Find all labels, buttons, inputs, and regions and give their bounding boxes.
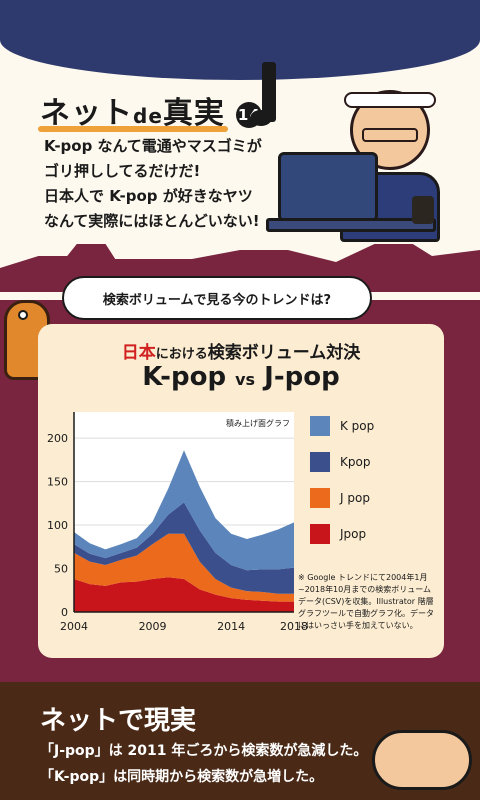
speech-bubble: 検索ボリュームで見る今のトレンドは?: [62, 276, 372, 320]
glasses: [362, 128, 418, 142]
intro-text: K-pop なんて電通やマスゴミが ゴリ押ししてるだけだ! 日本人で K-pop…: [44, 134, 284, 234]
night-sky-banner: [0, 0, 480, 80]
legend-item: Jpop: [310, 516, 430, 552]
x-tick-label: 2009: [139, 620, 167, 633]
x-tick-label: 2004: [60, 620, 88, 633]
y-tick-label: 150: [47, 476, 68, 489]
mascot-eye: [18, 310, 28, 320]
area-series-j-pop: [74, 533, 294, 602]
bottom-line: 「J-pop」は 2011 年ごろから検索数が急減した。: [40, 743, 368, 759]
chart-subtitle-vs: vs: [235, 370, 256, 389]
chart-subtitle-left: K-pop: [142, 362, 227, 392]
title-end: 真実: [162, 96, 225, 131]
music-note-head-icon: [250, 110, 272, 126]
sleeping-character-illustration: [372, 730, 472, 790]
chart-title-rest: 検索ボリューム対決: [207, 343, 361, 363]
y-tick-label: 0: [61, 606, 68, 619]
y-tick-label: 50: [54, 563, 68, 576]
legend-item: K pop: [310, 408, 430, 444]
legend-label: K pop: [340, 419, 375, 433]
area-series-jpop: [74, 577, 294, 612]
intro-line: 日本人で K-pop が好きなヤツ: [44, 187, 253, 205]
chart-title-particle: における: [155, 347, 208, 362]
chart-title-country: 日本: [121, 343, 156, 363]
legend-swatch: [310, 488, 330, 508]
title-de: de: [133, 104, 163, 128]
x-tick-label: 2014: [217, 620, 245, 633]
chart-legend: K pop Kpop J pop Jpop: [310, 408, 430, 552]
music-note-icon: [262, 62, 276, 122]
legend-label: J pop: [340, 491, 370, 505]
intro-line: K-pop なんて電通やマスゴミが: [44, 137, 262, 155]
bottom-text: 「J-pop」は 2011 年ごろから検索数が急減した。 「K-pop」は同時期…: [40, 738, 370, 790]
bottom-title: ネットで現実: [40, 706, 197, 736]
x-tick-label: 2018: [280, 620, 308, 633]
y-tick-label: 100: [47, 519, 68, 532]
laptop-base: [266, 218, 436, 232]
legend-item: J pop: [310, 480, 430, 516]
legend-swatch: [310, 524, 330, 544]
chart-source-note: ※ Google トレンドにて2004年1月~2018年10月までの検索ボリュー…: [298, 573, 434, 630]
area-series-kpop: [74, 502, 294, 594]
area-series-k-pop: [74, 450, 294, 571]
title-underline: [38, 126, 228, 132]
chart-subtitle-right: J-pop: [264, 362, 340, 392]
chart-title: 日本における検索ボリューム対決: [38, 338, 444, 363]
chart-type-label: 積み上げ面グラフ: [226, 418, 290, 428]
legend-item: Kpop: [310, 444, 430, 480]
chart-subtitle: K-pop vs J-pop: [38, 362, 444, 392]
drink-can-illustration: [412, 196, 434, 224]
speech-bubble-text: 検索ボリュームで見る今のトレンドは?: [102, 292, 332, 308]
headband: [344, 92, 436, 108]
legend-swatch: [310, 416, 330, 436]
legend-label: Jpop: [340, 527, 367, 541]
bottom-line: 「K-pop」は同時期から検索数が急増した。: [40, 769, 324, 785]
intro-line: なんて実際にはほとんどいない!: [44, 212, 260, 230]
legend-label: Kpop: [340, 455, 371, 469]
y-tick-label: 200: [47, 432, 68, 445]
chart-panel: 日本における検索ボリューム対決 K-pop vs J-pop 0 50 100 150…: [38, 324, 444, 658]
legend-swatch: [310, 452, 330, 472]
intro-line: ゴリ押ししてるだけだ!: [44, 162, 201, 180]
laptop-illustration: [278, 152, 378, 222]
stacked-area-chart: 0 50 100 150 200 2004 2009 2014 2018 積み上げ面グラフ: [47, 412, 308, 633]
title-main: ネット: [40, 96, 133, 131]
